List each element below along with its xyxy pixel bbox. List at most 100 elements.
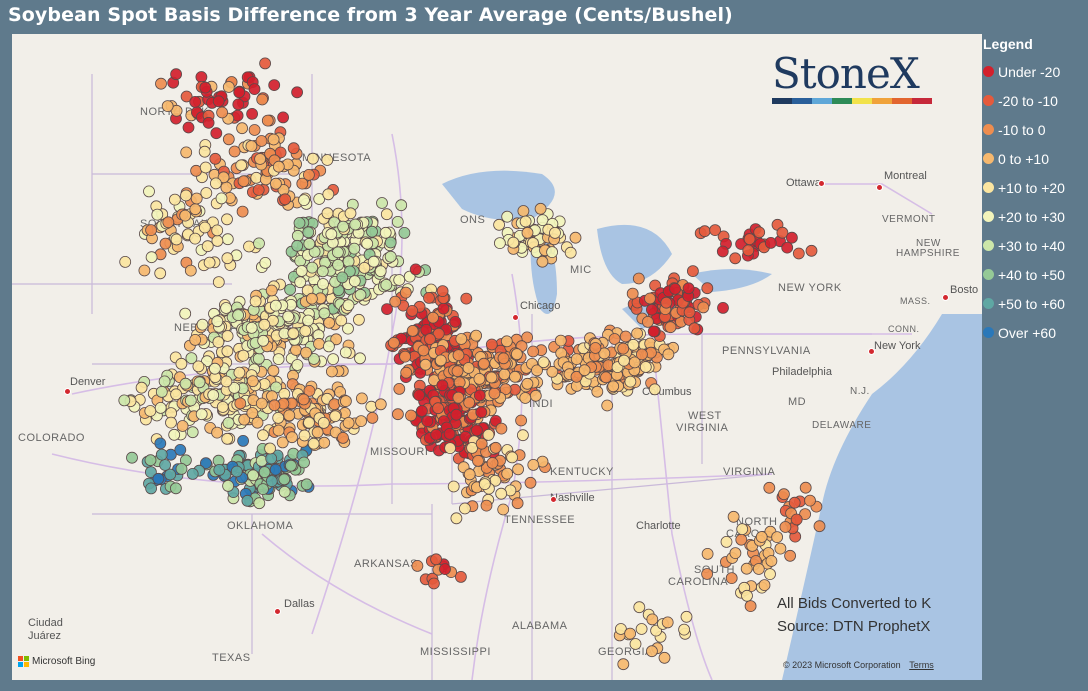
bid-marker[interactable] [325, 228, 338, 241]
bid-marker[interactable] [755, 531, 768, 543]
bid-marker[interactable] [168, 428, 181, 441]
bid-marker[interactable] [661, 616, 674, 629]
bid-marker[interactable] [189, 96, 202, 108]
bid-marker[interactable] [475, 406, 488, 419]
bid-marker[interactable] [145, 224, 158, 237]
bid-marker[interactable] [804, 494, 816, 507]
bid-marker[interactable] [366, 225, 378, 238]
bid-marker[interactable] [211, 234, 224, 247]
bid-marker[interactable] [398, 226, 411, 239]
bid-marker[interactable] [348, 242, 361, 255]
bid-marker[interactable] [799, 508, 811, 521]
bid-marker[interactable] [258, 466, 271, 479]
bid-marker[interactable] [269, 299, 282, 312]
bid-marker[interactable] [682, 282, 695, 295]
bid-marker[interactable] [380, 278, 393, 291]
bid-marker[interactable] [720, 535, 733, 548]
bid-marker[interactable] [221, 330, 234, 342]
bid-marker[interactable] [243, 240, 255, 253]
bid-marker[interactable] [482, 428, 495, 441]
bid-marker[interactable] [701, 568, 713, 580]
bid-marker[interactable] [683, 306, 696, 319]
bid-marker[interactable] [348, 275, 361, 288]
bid-marker[interactable] [216, 401, 229, 413]
bid-marker[interactable] [501, 467, 514, 480]
bid-marker[interactable] [175, 462, 188, 475]
bid-marker[interactable] [302, 226, 315, 239]
bid-marker[interactable] [236, 205, 249, 218]
bid-marker[interactable] [506, 451, 519, 464]
bid-marker[interactable] [251, 416, 264, 429]
bid-marker[interactable] [135, 381, 148, 394]
bid-marker[interactable] [254, 153, 267, 165]
bid-marker[interactable] [419, 358, 432, 371]
bid-marker[interactable] [209, 177, 222, 190]
bid-marker[interactable] [591, 385, 604, 398]
bid-marker[interactable] [366, 411, 379, 424]
bid-marker[interactable] [237, 434, 250, 447]
bid-marker[interactable] [246, 407, 259, 419]
bid-marker[interactable] [174, 443, 187, 456]
bid-marker[interactable] [186, 426, 199, 439]
bid-marker[interactable] [752, 563, 765, 575]
bid-marker[interactable] [701, 282, 714, 295]
bid-marker[interactable] [788, 496, 801, 509]
bid-marker[interactable] [321, 207, 334, 220]
bid-marker[interactable] [182, 121, 195, 134]
bid-marker[interactable] [264, 442, 277, 455]
bid-marker[interactable] [485, 371, 498, 384]
bid-marker[interactable] [636, 348, 648, 361]
bid-marker[interactable] [600, 371, 612, 384]
bid-marker[interactable] [185, 352, 198, 365]
bid-marker[interactable] [454, 571, 467, 583]
bid-marker[interactable] [144, 405, 157, 417]
bid-marker[interactable] [283, 409, 296, 422]
bid-marker[interactable] [537, 356, 550, 369]
bid-marker[interactable] [155, 77, 167, 90]
bid-marker[interactable] [417, 344, 430, 357]
bid-marker[interactable] [355, 415, 368, 428]
bid-marker[interactable] [212, 276, 225, 289]
bid-marker[interactable] [221, 213, 233, 226]
bid-marker[interactable] [207, 389, 220, 402]
bid-marker[interactable] [236, 122, 249, 135]
bid-marker[interactable] [265, 284, 278, 297]
bid-marker[interactable] [221, 345, 234, 358]
bid-marker[interactable] [195, 71, 208, 83]
bid-marker[interactable] [164, 468, 177, 481]
bid-marker[interactable] [300, 346, 312, 359]
bid-marker[interactable] [200, 187, 213, 199]
bid-marker[interactable] [432, 402, 445, 415]
bid-marker[interactable] [352, 313, 365, 326]
bid-marker[interactable] [660, 296, 673, 309]
bid-marker[interactable] [170, 233, 183, 246]
bid-marker[interactable] [255, 397, 268, 410]
bid-marker[interactable] [406, 324, 419, 337]
bid-marker[interactable] [145, 482, 158, 495]
bid-marker[interactable] [740, 562, 753, 575]
bid-marker[interactable] [313, 337, 325, 350]
bid-marker[interactable] [245, 140, 258, 152]
bid-marker[interactable] [210, 127, 223, 140]
bid-marker[interactable] [527, 458, 540, 471]
bid-marker[interactable] [337, 220, 350, 233]
bid-marker[interactable] [771, 531, 783, 544]
legend-item[interactable]: -10 to 0 [983, 115, 1087, 144]
bid-marker[interactable] [296, 177, 309, 190]
bid-marker[interactable] [230, 465, 243, 478]
bid-marker[interactable] [452, 349, 465, 362]
bid-marker[interactable] [493, 218, 506, 231]
bid-marker[interactable] [631, 327, 643, 340]
bid-marker[interactable] [322, 340, 335, 353]
bid-marker[interactable] [245, 321, 258, 334]
bid-marker[interactable] [317, 278, 329, 290]
bid-marker[interactable] [228, 145, 241, 158]
bid-marker[interactable] [291, 239, 304, 252]
bid-marker[interactable] [717, 301, 729, 314]
bid-marker[interactable] [355, 392, 368, 405]
bid-marker[interactable] [536, 255, 549, 268]
bid-marker[interactable] [391, 408, 404, 421]
bid-marker[interactable] [449, 315, 462, 328]
bid-marker[interactable] [145, 251, 158, 264]
bid-marker[interactable] [763, 481, 776, 494]
